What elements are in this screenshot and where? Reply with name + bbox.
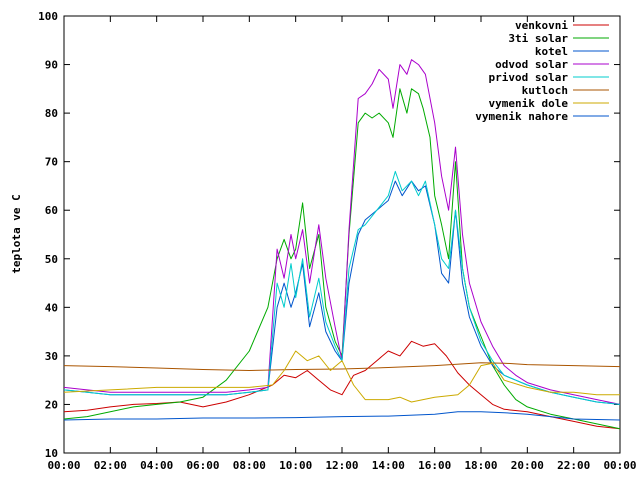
y-axis-label: teplota ve C <box>10 194 23 273</box>
series-line <box>63 170 621 405</box>
series-line <box>63 350 620 403</box>
series-lines <box>63 59 621 430</box>
legend-label: kutloch <box>522 84 568 97</box>
x-tick-label: 20:00 <box>511 459 544 472</box>
x-tick-labels: 00:00 02:00 04:00 06:00 08:00 10:00 12:00 14:00… <box>47 459 636 472</box>
legend-label: vymenik nahore <box>475 110 568 123</box>
legend-label: odvod solar <box>495 58 568 71</box>
x-tick-label: 08:00 <box>233 459 266 472</box>
x-tick-label: 00:00 <box>47 459 80 472</box>
x-tick-label: 16:00 <box>418 459 451 472</box>
legend-label: 3ti solar <box>508 32 568 45</box>
y-tick-labels: 10 20 30 40 50 60 70 80 90 100 <box>38 10 58 460</box>
x-tick-label: 06:00 <box>186 459 219 472</box>
y-tick-label: 60 <box>45 204 58 217</box>
series-line <box>63 59 621 405</box>
x-tick-label: 10:00 <box>279 459 312 472</box>
series-line <box>63 362 621 371</box>
y-tick-label: 40 <box>45 301 58 314</box>
x-tick-label: 18:00 <box>464 459 497 472</box>
y-tick-label: 90 <box>45 59 58 72</box>
y-tick-label: 70 <box>45 156 58 169</box>
y-tick-label: 10 <box>45 447 58 460</box>
x-tick-label: 14:00 <box>372 459 405 472</box>
y-tick-label: 30 <box>45 350 58 363</box>
series-line <box>63 340 621 430</box>
series-line <box>63 88 621 430</box>
y-tick-label: 100 <box>38 10 58 23</box>
x-tick-label: 22:00 <box>557 459 590 472</box>
legend-label: kotel <box>535 45 568 58</box>
series-line <box>63 411 621 421</box>
legend-label: venkovni <box>515 19 568 32</box>
legend-label: privod solar <box>489 71 569 84</box>
x-tick-label: 00:00 <box>603 459 636 472</box>
x-tick-label: 02:00 <box>94 459 127 472</box>
y-tick-label: 80 <box>45 107 58 120</box>
y-tick-label: 20 <box>45 398 58 411</box>
x-tick-label: 04:00 <box>140 459 173 472</box>
y-tick-label: 50 <box>45 253 58 266</box>
legend-label: vymenik dole <box>489 97 569 110</box>
x-tick-label: 12:00 <box>325 459 358 472</box>
series-line <box>63 180 621 405</box>
